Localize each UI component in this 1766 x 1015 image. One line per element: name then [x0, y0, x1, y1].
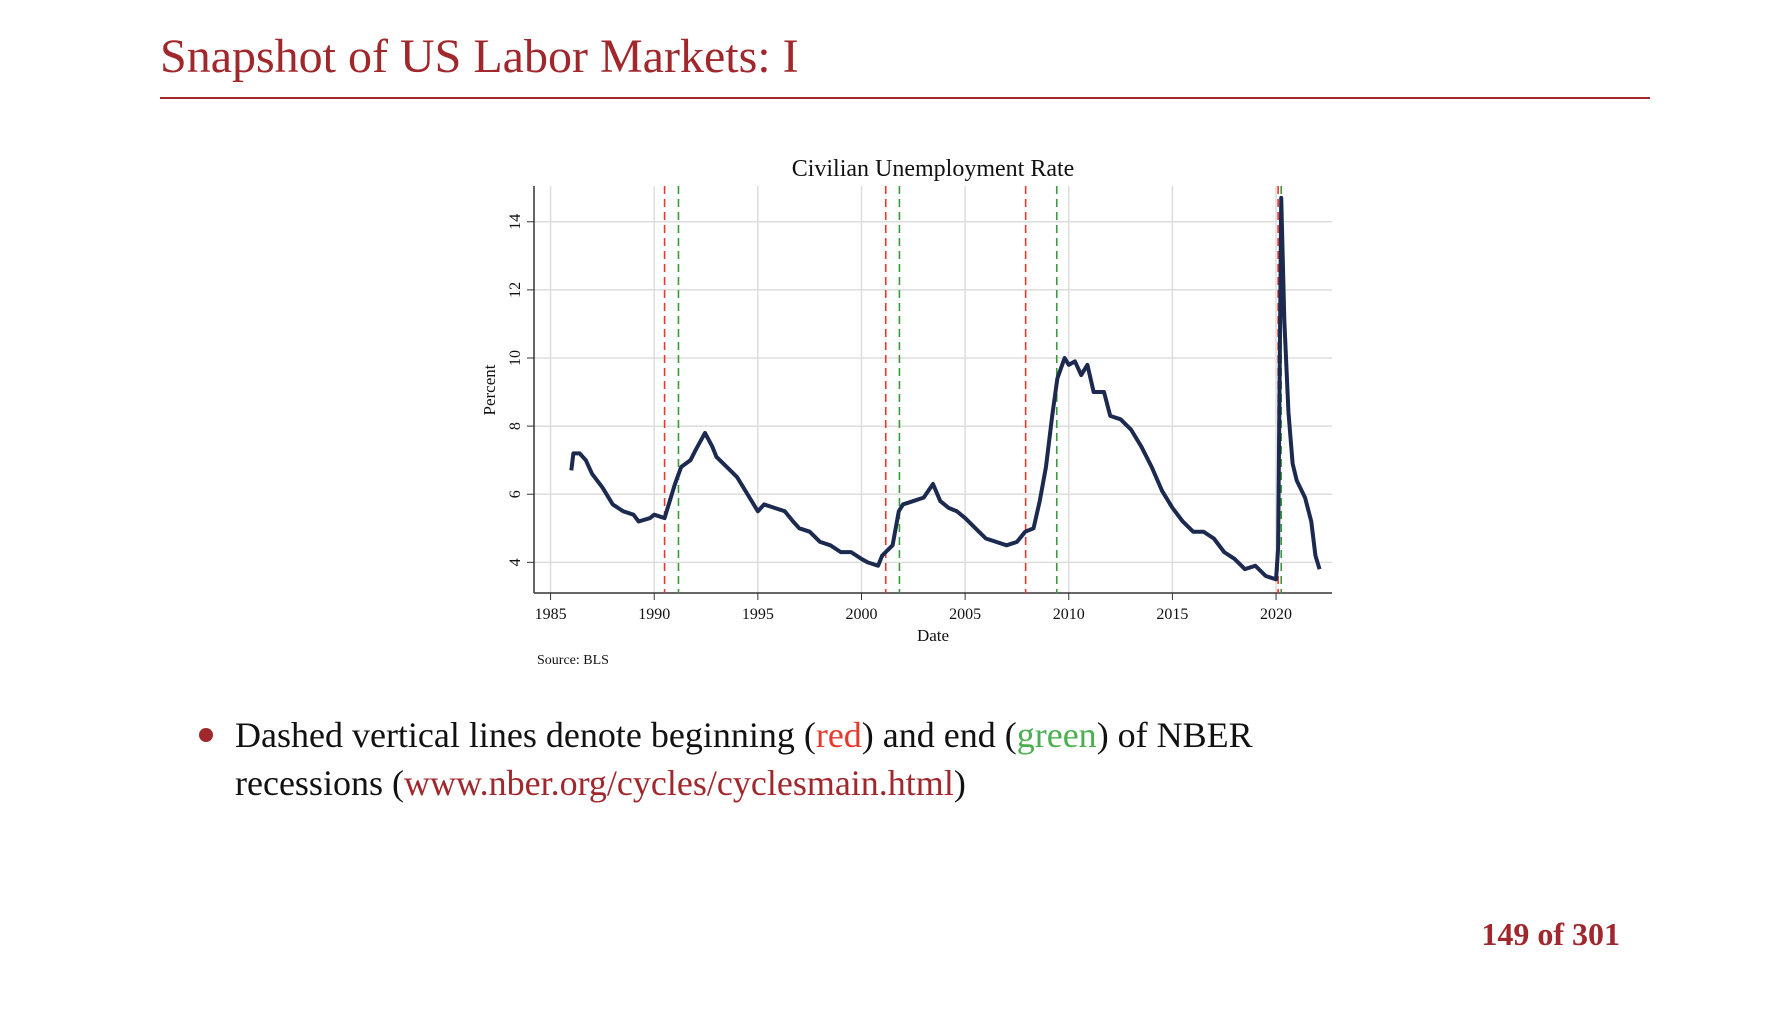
- bullet-segment: Dashed vertical lines denote beginning (: [235, 715, 816, 755]
- chart-title: Civilian Unemployment Rate: [792, 156, 1075, 182]
- bullet-segment: ) and end (: [862, 715, 1017, 755]
- y-tick-label: 12: [507, 282, 524, 298]
- bullet-segment: www.nber.org/cycles/cyclesmain.html: [404, 763, 954, 803]
- x-tick-label: 1985: [535, 606, 567, 623]
- x-tick-label: 2005: [949, 606, 981, 623]
- x-tick-label: 2020: [1260, 606, 1292, 623]
- bullet-segment: green: [1017, 715, 1097, 755]
- x-tick-label: 1995: [742, 606, 774, 623]
- y-tick-label: 4: [507, 558, 524, 566]
- bullet-segment: recessions (: [235, 763, 404, 803]
- y-tick-label: 8: [507, 422, 524, 430]
- bullet-segment: ) of NBER: [1097, 715, 1253, 755]
- x-tick-label: 2015: [1156, 606, 1188, 623]
- y-tick-label: 6: [507, 490, 524, 498]
- bullet-text: recessions (www.nber.org/cycles/cyclesma…: [235, 763, 966, 803]
- data-line: [569, 195, 1322, 582]
- y-axis-label: Percent: [480, 364, 499, 415]
- x-axis-label: Date: [917, 626, 949, 645]
- source-note: Source: BLS: [537, 653, 609, 668]
- y-tick-label: 10: [507, 350, 524, 366]
- slide-title: Snapshot of US Labor Markets: I: [160, 30, 799, 83]
- bullet-text: Dashed vertical lines denote beginning (…: [235, 715, 1253, 755]
- x-tick-label: 2000: [845, 606, 877, 623]
- bullet-dot: [199, 728, 213, 742]
- bullet-segment: ): [954, 763, 966, 803]
- y-tick-label: 14: [507, 214, 524, 230]
- x-tick-label: 2010: [1053, 606, 1085, 623]
- bullet-segment: red: [816, 715, 862, 755]
- x-tick-label: 1990: [638, 606, 670, 623]
- page-number: 149 of 301: [1481, 916, 1620, 952]
